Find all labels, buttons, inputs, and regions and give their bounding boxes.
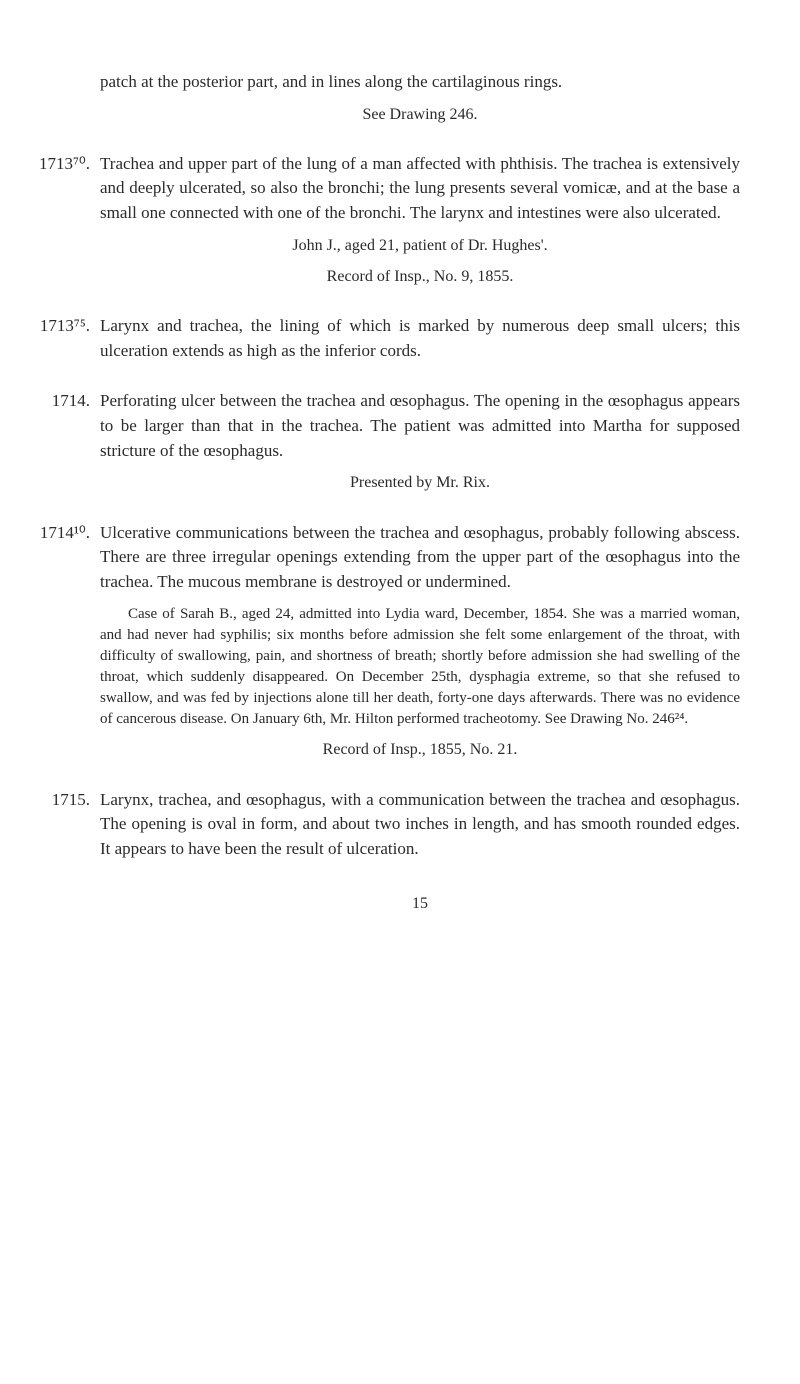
entry-number: 1713⁷⁰. xyxy=(30,152,90,177)
entry-continuation: patch at the posterior part, and in line… xyxy=(100,70,740,126)
entry-1713-70: 1713⁷⁰. Trachea and upper part of the lu… xyxy=(100,152,740,288)
entry-paragraph: Larynx, trachea, and œsophagus, with a c… xyxy=(100,788,740,862)
entry-paragraph: Perforating ulcer between the trachea an… xyxy=(100,389,740,463)
page-number: 15 xyxy=(100,892,740,915)
entry-number: 1715. xyxy=(30,788,90,813)
entry-paragraph: Trachea and upper part of the lung of a … xyxy=(100,152,740,226)
entry-1714: 1714. Perforating ulcer between the trac… xyxy=(100,389,740,494)
entry-1715: 1715. Larynx, trachea, and œsophagus, wi… xyxy=(100,788,740,862)
entry-center-note: John J., aged 21, patient of Dr. Hughes'… xyxy=(100,234,740,257)
entry-center-note: See Drawing 246. xyxy=(100,103,740,126)
entry-center-note: Record of Insp., 1855, No. 21. xyxy=(100,738,740,761)
entry-number: 1714¹⁰. xyxy=(30,521,90,546)
entry-center-note: Record of Insp., No. 9, 1855. xyxy=(100,265,740,288)
entry-paragraph: Ulcerative communications between the tr… xyxy=(100,521,740,595)
entry-paragraph: patch at the posterior part, and in line… xyxy=(100,70,740,95)
entry-1714-10: 1714¹⁰. Ulcerative communications betwee… xyxy=(100,521,740,762)
entry-case-note: Case of Sarah B., aged 24, admitted into… xyxy=(100,604,740,730)
entry-1713-75: 1713⁷⁵. Larynx and trachea, the lining o… xyxy=(100,314,740,363)
document-page: patch at the posterior part, and in line… xyxy=(0,0,800,955)
entry-center-note: Presented by Mr. Rix. xyxy=(100,471,740,494)
entry-paragraph: Larynx and trachea, the lining of which … xyxy=(100,314,740,363)
entry-number: 1714. xyxy=(30,389,90,414)
entry-number: 1713⁷⁵. xyxy=(30,314,90,339)
